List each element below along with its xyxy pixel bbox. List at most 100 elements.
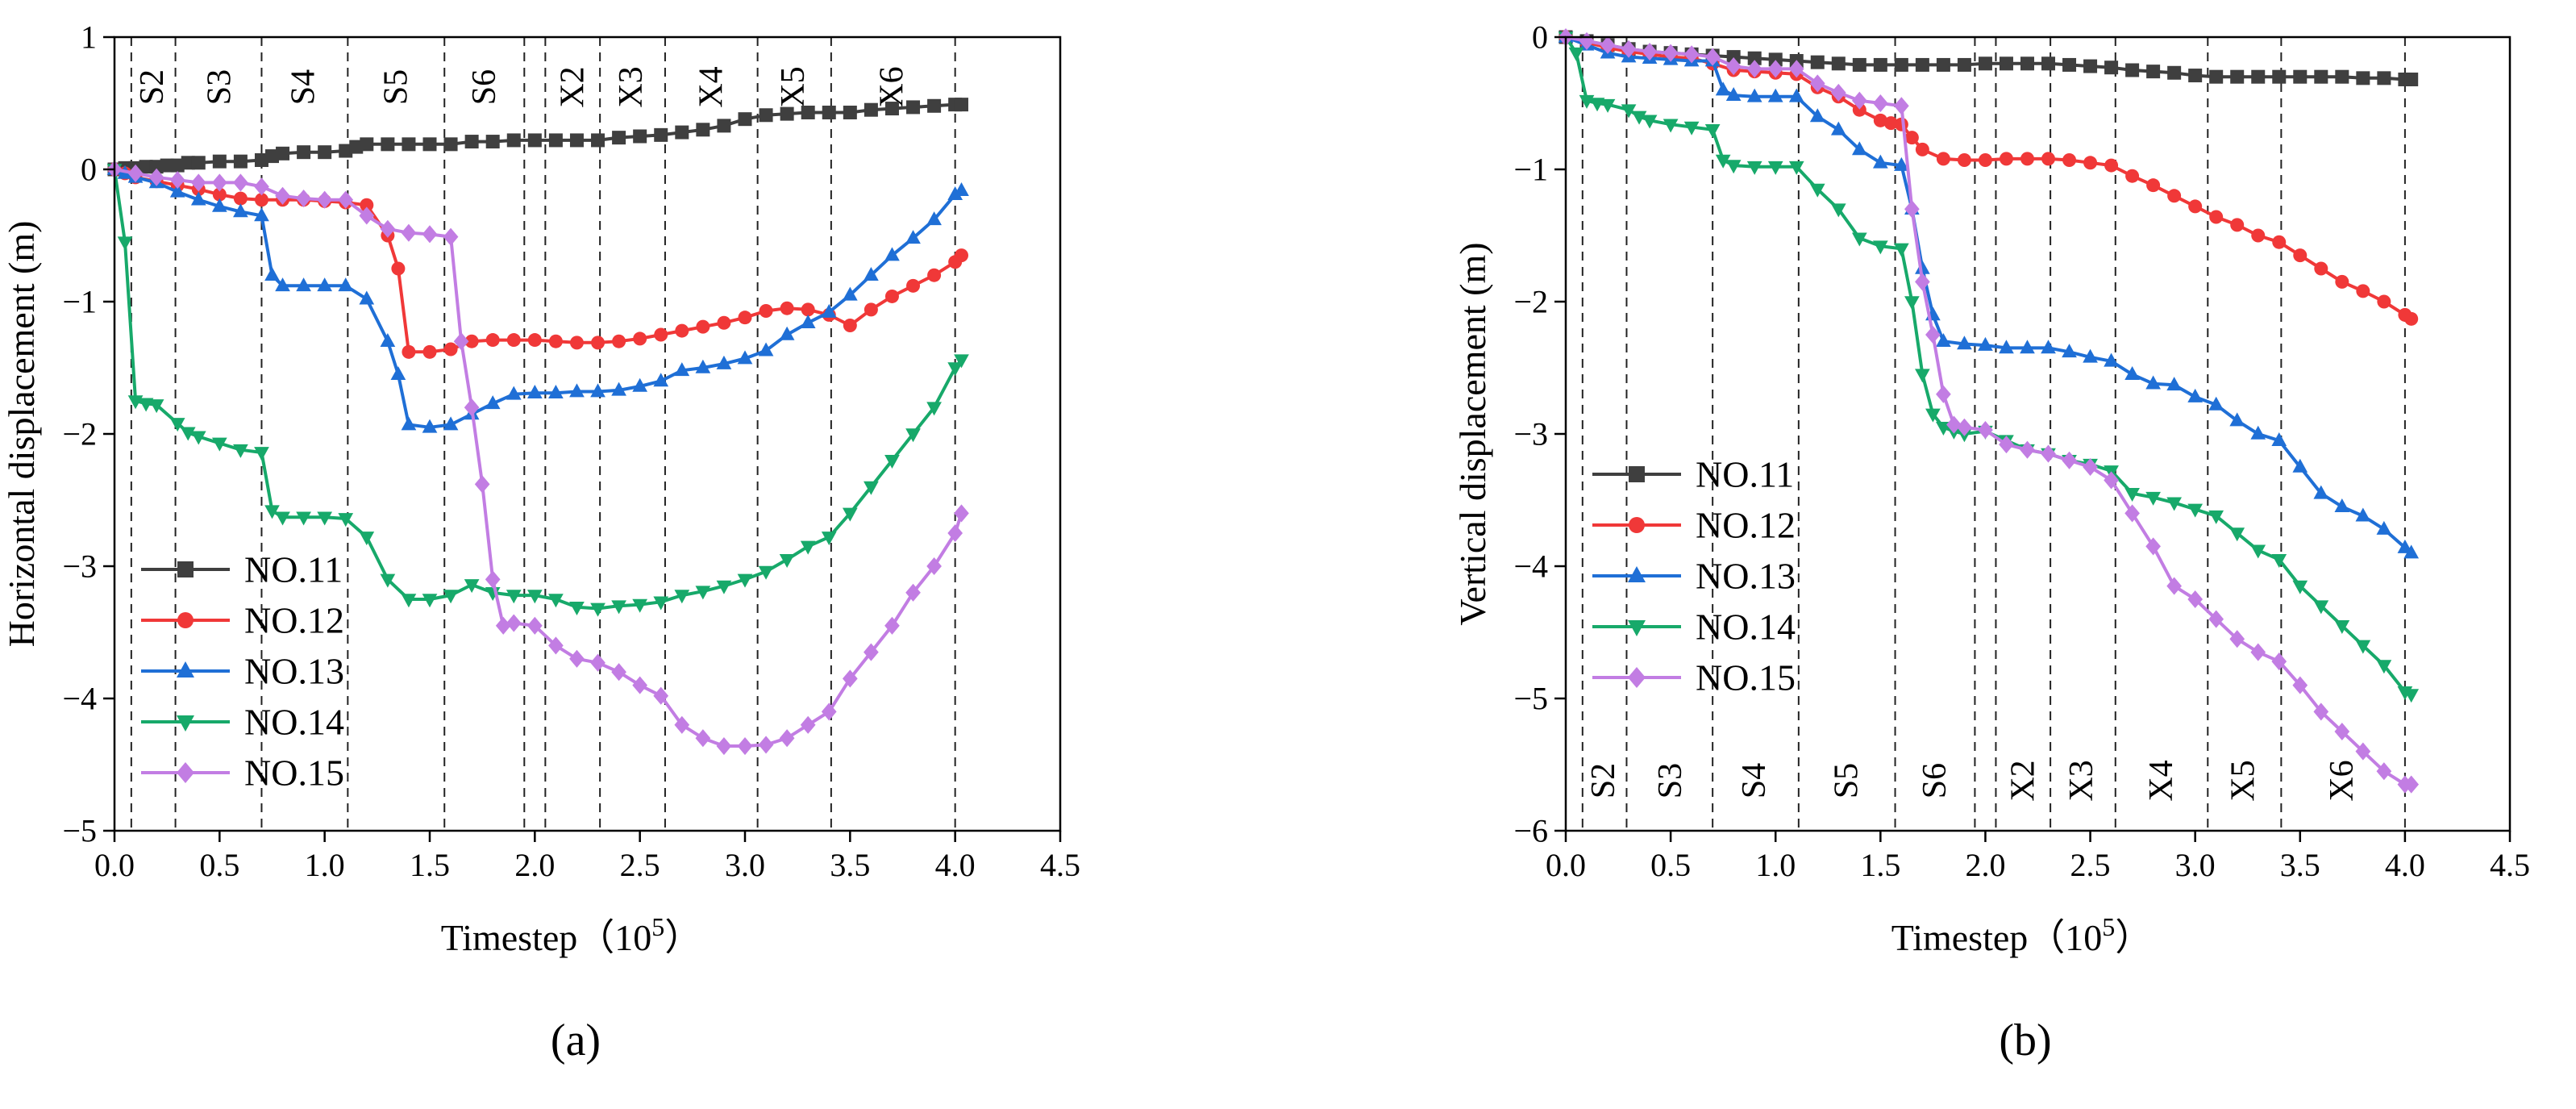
data-point — [864, 267, 879, 281]
data-point — [160, 158, 174, 173]
data-point — [2251, 228, 2266, 243]
data-point — [632, 676, 648, 694]
data-point — [211, 173, 227, 192]
data-point — [1936, 152, 1950, 166]
x-axis-label-main: Timestep（10 — [1891, 917, 2103, 958]
data-point — [2104, 158, 2119, 173]
legend-marker — [1629, 466, 1645, 482]
data-point — [654, 127, 668, 142]
data-point — [401, 416, 417, 431]
series-no12 — [107, 162, 968, 359]
data-point — [1872, 94, 1888, 113]
data-point — [254, 177, 269, 196]
data-point — [139, 160, 153, 174]
data-point — [653, 686, 669, 705]
data-point — [485, 333, 500, 348]
x-axis-label-end: ） — [2115, 917, 2152, 958]
data-point — [674, 715, 690, 734]
data-point — [2104, 60, 2119, 75]
data-point — [1631, 110, 1647, 125]
data-point — [506, 133, 521, 148]
data-point — [548, 384, 564, 398]
data-point — [2062, 57, 2077, 72]
data-point — [1904, 200, 1920, 219]
data-point — [169, 183, 185, 198]
data-point — [1872, 240, 1888, 255]
data-point — [474, 475, 490, 494]
data-point — [2104, 471, 2119, 490]
series-no12 — [1559, 30, 2419, 326]
data-point — [349, 140, 364, 154]
data-point — [653, 373, 669, 387]
data-point — [779, 554, 795, 568]
data-point — [1663, 44, 1679, 62]
data-point — [1683, 121, 1700, 135]
data-point — [2229, 412, 2245, 427]
data-point — [1915, 260, 1930, 274]
data-point — [2208, 510, 2224, 524]
data-point — [954, 504, 969, 523]
data-point — [443, 416, 459, 431]
data-point — [1904, 131, 1919, 145]
data-point — [1830, 83, 1846, 102]
stage-label: X5 — [2225, 760, 2262, 801]
data-point — [800, 715, 816, 734]
data-point — [947, 186, 963, 200]
data-point — [1568, 47, 1584, 61]
data-point — [1746, 161, 1762, 175]
data-point — [1978, 56, 1992, 71]
data-point — [696, 319, 710, 334]
data-point — [2104, 352, 2119, 367]
data-point — [2376, 660, 2392, 674]
data-point — [138, 398, 154, 412]
plot-frame — [1564, 35, 2511, 832]
data-point — [275, 511, 290, 526]
data-point — [2271, 652, 2287, 671]
data-point — [2124, 504, 2140, 523]
data-point — [801, 105, 815, 119]
data-point — [1936, 385, 1951, 403]
data-point — [1725, 160, 1742, 174]
data-point — [1936, 333, 1951, 347]
data-point — [2313, 485, 2329, 499]
legend-marker — [1628, 667, 1646, 688]
data-point — [211, 437, 227, 452]
x-tick-label: 1.5 — [410, 847, 450, 883]
data-point — [527, 333, 542, 348]
data-point — [2377, 71, 2391, 85]
data-point — [2208, 610, 2224, 628]
stage-label: X6 — [2324, 760, 2361, 801]
legend-marker — [177, 661, 194, 677]
data-point — [2272, 69, 2287, 84]
data-point — [317, 190, 333, 209]
data-point — [633, 129, 647, 144]
data-point — [181, 156, 195, 170]
data-point — [402, 137, 416, 152]
data-point — [1746, 60, 1762, 78]
data-point — [1873, 113, 1887, 127]
data-point — [717, 119, 731, 133]
data-point — [675, 323, 689, 338]
data-point — [1883, 116, 1898, 131]
data-point — [359, 206, 375, 225]
data-point — [338, 513, 354, 527]
data-point — [296, 511, 311, 526]
data-point — [464, 135, 479, 149]
data-point — [821, 532, 837, 546]
data-point — [2250, 544, 2266, 559]
data-point — [2334, 620, 2350, 634]
x-tick-label: 0.0 — [1546, 847, 1586, 883]
data-point — [464, 334, 479, 348]
data-point — [233, 191, 248, 206]
data-point — [1621, 40, 1637, 58]
x-tick-label: 0.0 — [94, 847, 135, 883]
data-point — [264, 505, 280, 519]
data-point — [495, 616, 511, 635]
data-point — [864, 102, 878, 117]
data-point — [1767, 60, 1783, 78]
data-point — [926, 211, 942, 226]
data-point — [1788, 161, 1804, 175]
data-point — [296, 277, 311, 292]
data-point — [1894, 156, 1909, 171]
